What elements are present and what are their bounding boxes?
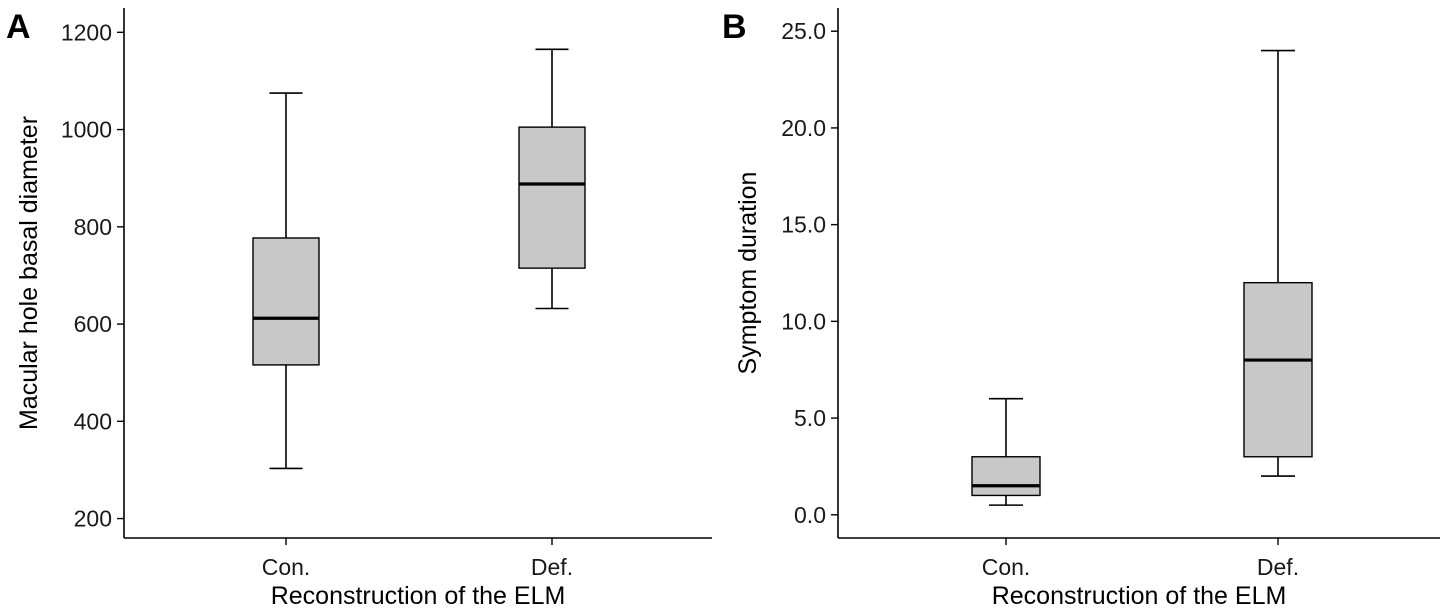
y-tick-label: 1200 [61,19,112,45]
x-tick-label: Con. [262,554,311,580]
y-axis-title: Symptom duration [734,172,762,375]
y-axis-title: Macular hole basal diameter [15,116,43,430]
y-tick-label: 1000 [61,117,112,143]
y-tick-label: 20.0 [781,115,826,141]
x-tick-label: Def. [1257,554,1299,580]
iqr-box [1243,281,1313,458]
iqr-box [252,237,320,366]
x-axis-title: Reconstruction of the ELM [271,582,566,610]
panel-label: B [722,8,747,46]
iqr-box [971,456,1041,497]
y-tick-label: 5.0 [794,405,826,431]
x-tick-label: Def. [531,554,573,580]
x-axis-title: Reconstruction of the ELM [992,582,1287,610]
y-tick-label: 800 [74,214,112,240]
y-tick-label: 600 [74,311,112,337]
y-tick-label: 0.0 [794,502,826,528]
y-tick-label: 15.0 [781,212,826,238]
panel-label: A [6,8,31,46]
y-tick-label: 400 [74,408,112,434]
y-tick-label: 10.0 [781,308,826,334]
y-tick-label: 25.0 [781,18,826,44]
panel-b: 0.0 5.0 10.0 15.0 20.0 25.0 Con. Def.Reconstruc… [722,8,1440,610]
x-tick-label: Con. [982,554,1031,580]
iqr-box [518,126,586,269]
y-tick-label: 200 [74,506,112,532]
panel-a: 200 400 600 800 1000 1200 Con. Def.Reconstructi… [6,8,712,610]
